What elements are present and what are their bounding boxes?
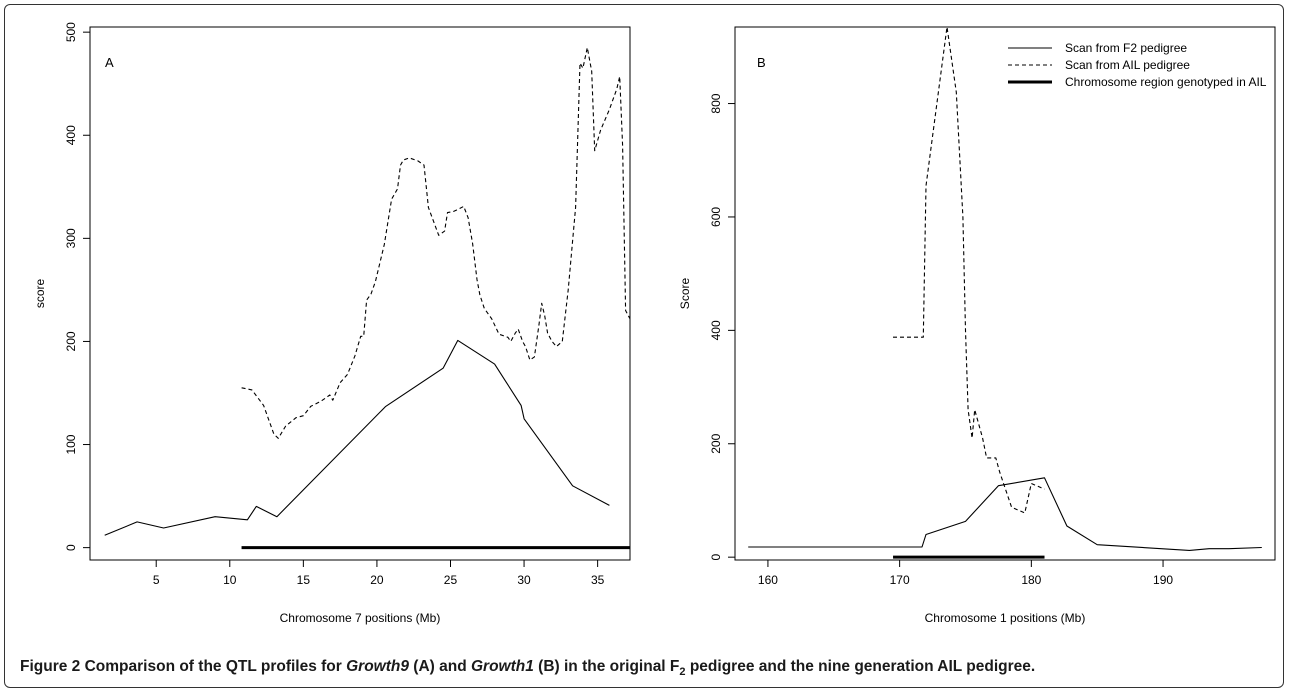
caption-segment: Growth9 [346,658,409,675]
caption-segment: (B) in the original F [533,658,680,675]
x-tick-label: 160 [758,573,778,587]
caption-segment: Figure 2 [20,658,85,675]
figure-caption: Figure 2 Comparison of the QTL profiles … [20,656,1270,683]
y-axis-label: Score [678,278,692,310]
x-tick-label: 25 [444,573,458,587]
y-tick-label: 500 [64,22,78,42]
figure-frame [4,4,1284,688]
caption-segment: (A) and [409,658,471,675]
f2-scan-line [104,339,610,536]
x-tick-label: 10 [223,573,237,587]
plot-box [734,26,1276,561]
panel-a-plot: 5 10 15 20 25 30 35 0 100 200 300 400 500 Chromosome … [33,22,631,625]
legend-label: Scan from F2 pedigree [1065,41,1187,55]
x-axis-label: Chromosome 7 positions (Mb) [280,611,441,625]
x-tick-label: 180 [1021,573,1041,587]
caption-segment: Comparison of the QTL profiles for [84,658,347,675]
x-tick-label: 15 [297,573,311,587]
y-tick-label: 400 [64,125,78,145]
y-tick-label: 800 [709,93,723,113]
x-tick-label: 35 [591,573,605,587]
figure-plots: 5 10 15 20 25 30 35 0 100 200 300 400 500 Chromosome … [33,22,1276,625]
y-tick-label: 0 [64,544,78,551]
y-tick-label: 200 [709,433,723,453]
y-tick-label: 0 [709,554,723,561]
x-axis-label: Chromosome 1 positions (Mb) [925,611,1086,625]
legend-label: Scan from AIL pedigree [1065,58,1190,72]
y-tick-label: 100 [64,434,78,454]
panel-b-plot: 160 170 180 190 0 200 400 600 800 Chromosome 1 po… [678,26,1276,625]
y-tick-label: 400 [709,320,723,340]
ail-scan-line [893,27,1045,514]
f2-scan-line [748,477,1262,551]
legend-label: Chromosome region genotyped in AIL [1065,75,1267,89]
caption-segment: 2 [679,666,686,679]
caption-segment: Growth1 [471,658,534,675]
plot-area [748,27,1262,559]
x-tick-label: 5 [153,573,160,587]
x-tick-label: 30 [517,573,531,587]
plot-box [89,26,631,561]
x-tick-label: 170 [890,573,910,587]
caption-segment: pedigree and the nine generation AIL ped… [685,658,1036,675]
x-tick-label: 190 [1153,573,1173,587]
ail-scan-line [241,47,630,439]
y-tick-label: 300 [64,228,78,248]
plot-area [104,47,630,550]
y-tick-label: 200 [64,331,78,351]
panel-label: B [757,55,766,70]
y-tick-label: 600 [709,207,723,227]
y-axis-label: score [33,279,47,309]
x-tick-label: 20 [370,573,384,587]
panel-label: A [105,55,114,70]
